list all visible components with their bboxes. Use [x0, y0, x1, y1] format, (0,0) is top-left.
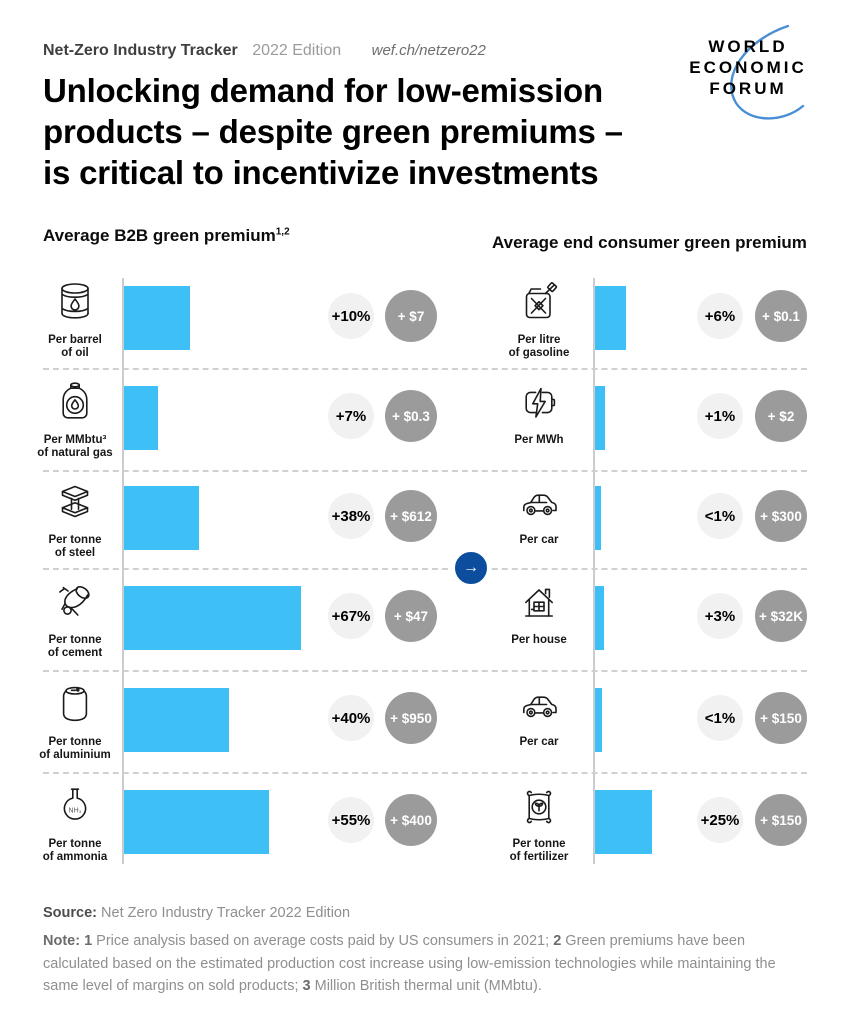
b2b-dollar-badge-6: + $400 — [385, 794, 437, 846]
b2b-percent-badge-4: +67% — [328, 593, 374, 639]
note-block: Note: 1 Price analysis based on average … — [43, 930, 811, 998]
row-separator-2 — [43, 470, 807, 472]
b2b-dollar-badge-1: + $7 — [385, 290, 437, 342]
b2b-percent-badge-1: +10% — [328, 293, 374, 339]
source-text: Net Zero Industry Tracker 2022 Edition — [97, 905, 351, 921]
b2b-bar-5 — [124, 688, 229, 752]
b2b-dollar-badge-4: + $47 — [385, 590, 437, 642]
wef-logo-arc-icon — [730, 24, 805, 120]
right-column-header: Average end consumer green premium — [492, 233, 807, 253]
b2b-dollar-badge-5: + $950 — [385, 692, 437, 744]
consumer-bar-5 — [595, 688, 602, 752]
consumer-bar-4 — [595, 586, 604, 650]
b2b-row-label-5: Per tonne of aluminium — [39, 736, 111, 761]
consumer-dollar-badge-3: + $300 — [755, 490, 807, 542]
left-column-header: Average B2B green premium1,2 — [43, 226, 290, 246]
consumer-dollar-badge-4: + $32K — [755, 590, 807, 642]
consumer-dollar-badge-5: + $150 — [755, 692, 807, 744]
note-seg-5: 3 — [302, 978, 311, 994]
consumer-bar-2 — [595, 386, 605, 450]
ammonia-flask-icon: NH₃ — [51, 783, 99, 831]
left-column-header-text: Average B2B green premium — [43, 226, 276, 245]
steel-icon — [51, 479, 99, 527]
svg-text:NH₃: NH₃ — [69, 808, 82, 815]
consumer-row-label-3: Per car — [519, 534, 559, 546]
b2b-bar-1 — [124, 286, 190, 350]
b2b-axis-line — [122, 278, 124, 864]
row-separator-3 — [43, 568, 807, 570]
b2b-row-label-2: Per MMbtu³ of natural gas — [37, 434, 113, 459]
car-icon — [515, 479, 563, 527]
b2b-row-label-6: Per tonne of ammonia — [42, 838, 108, 863]
natural-gas-icon — [51, 379, 99, 427]
cement-mixer-icon — [51, 579, 99, 627]
left-column-header-footnote: 1,2 — [275, 226, 290, 238]
consumer-percent-badge-2: +1% — [697, 393, 743, 439]
b2b-dollar-badge-3: + $612 — [385, 490, 437, 542]
note-seg-1: Note: 1 — [43, 933, 93, 949]
title-line-3: is critical to incentivize investments — [43, 154, 599, 191]
b2b-bar-2 — [124, 386, 158, 450]
arrow-glyph: → — [463, 559, 479, 576]
note-seg-2: Price analysis based on average costs pa… — [92, 933, 554, 949]
consumer-row-label-5: Per car — [519, 736, 559, 748]
car-icon — [515, 681, 563, 729]
b2b-percent-badge-2: +7% — [328, 393, 374, 439]
consumer-row-label-1: Per litre of gasoline — [508, 334, 570, 359]
house-icon — [515, 579, 563, 627]
wef-logo-line-3: FORUM — [709, 79, 787, 98]
b2b-percent-badge-5: +40% — [328, 695, 374, 741]
b2b-dollar-badge-2: + $0.3 — [385, 390, 437, 442]
b2b-percent-badge-3: +38% — [328, 493, 374, 539]
wef-logo-line-1: WORLD — [708, 37, 788, 56]
b2b-row-label-3: Per tonne of steel — [48, 534, 102, 559]
note-seg-4: Green premiums have been calculated base… — [43, 933, 776, 994]
b2b-row-label-4: Per tonne of cement — [47, 634, 103, 659]
consumer-percent-badge-1: +6% — [697, 293, 743, 339]
wef-logo: WORLD ECONOMIC FORUM — [668, 36, 828, 99]
b2b-row-label-1: Per barrel of oil — [48, 334, 102, 359]
source-line: Source: Net Zero Industry Tracker 2022 E… — [43, 905, 350, 921]
aluminium-can-icon — [51, 681, 99, 729]
consumer-percent-badge-4: +3% — [697, 593, 743, 639]
row-separator-1 — [43, 368, 807, 370]
wef-url: wef.ch/netzero22 — [371, 42, 486, 59]
fertilizer-bag-icon — [515, 783, 563, 831]
consumer-axis-line — [593, 278, 595, 864]
b2b-bar-4 — [124, 586, 301, 650]
row-separator-5 — [43, 772, 807, 774]
consumer-row-label-6: Per tonne of fertilizer — [509, 838, 569, 863]
b2b-to-consumer-arrow-icon: → — [452, 549, 490, 587]
consumer-row-label-2: Per MWh — [514, 434, 564, 446]
page-title: Unlocking demand for low-emission produc… — [43, 70, 623, 193]
oil-barrel-icon — [51, 279, 99, 327]
b2b-percent-badge-6: +55% — [328, 797, 374, 843]
consumer-percent-badge-5: <1% — [697, 695, 743, 741]
edition-label: 2022 Edition — [252, 42, 342, 59]
battery-icon — [515, 379, 563, 427]
consumer-dollar-badge-2: + $2 — [755, 390, 807, 442]
edition-meta: Net-Zero Industry Tracker 2022 Edition w… — [43, 42, 486, 60]
note-seg-3: 2 — [553, 933, 562, 949]
consumer-percent-badge-3: <1% — [697, 493, 743, 539]
tracker-name: Net-Zero Industry Tracker — [43, 42, 238, 59]
consumer-bar-3 — [595, 486, 601, 550]
title-line-1: Unlocking demand for low-emission — [43, 72, 603, 109]
b2b-bar-3 — [124, 486, 199, 550]
row-separator-4 — [43, 670, 807, 672]
source-label: Source: — [43, 905, 97, 921]
gasoline-jerrycan-icon — [515, 279, 563, 327]
wef-logo-line-2: ECONOMIC — [689, 58, 807, 77]
consumer-dollar-badge-6: + $150 — [755, 794, 807, 846]
title-line-2: products – despite green premiums – — [43, 113, 623, 150]
b2b-bar-6 — [124, 790, 269, 854]
consumer-row-label-4: Per house — [511, 634, 567, 646]
consumer-bar-1 — [595, 286, 626, 350]
consumer-dollar-badge-1: + $0.1 — [755, 290, 807, 342]
right-column-header-text: Average end consumer green premium — [492, 233, 807, 252]
consumer-bar-6 — [595, 790, 652, 854]
consumer-percent-badge-6: +25% — [697, 797, 743, 843]
note-seg-6: Million British thermal unit (MMbtu). — [310, 978, 542, 994]
